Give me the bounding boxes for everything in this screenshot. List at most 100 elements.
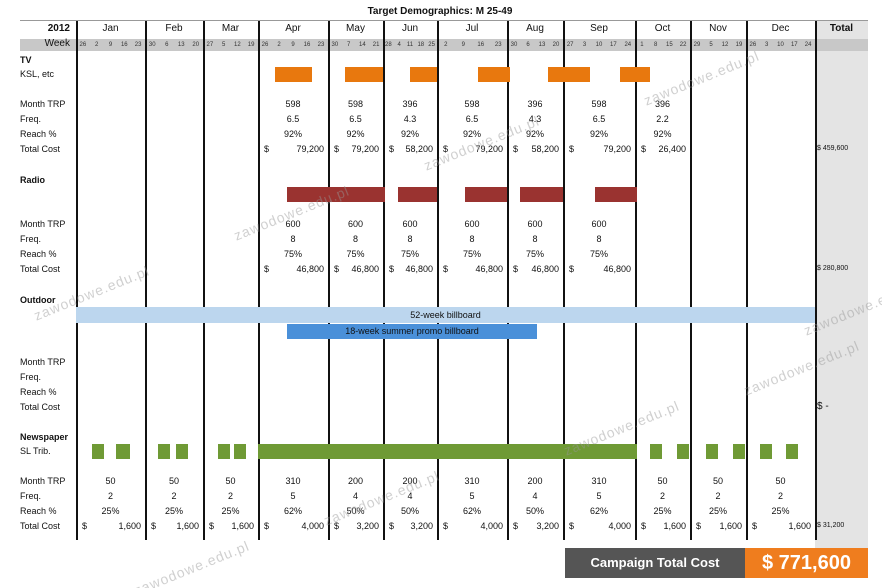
flight-bar [345,187,385,202]
metric-value: 75% [525,249,544,259]
week-number: 26 [749,42,757,48]
metric-value: 75% [462,249,481,259]
currency: $ [443,264,449,274]
watermark: zawodowe.edu.pl [131,537,252,588]
cost-value: 4,000 [608,521,631,531]
week-number: 19 [735,42,743,48]
month-name: Feb [165,23,183,34]
metric-value: 62% [589,506,608,516]
week-number: 24 [624,42,632,48]
flight-bar [706,444,718,459]
column-line [815,20,817,540]
vehicle: KSL, etc [20,69,55,79]
metric-label: Reach % [20,387,57,397]
total-column [815,20,868,548]
column-line [507,20,509,540]
month-name: Mar [221,23,240,34]
flight-bar [677,444,689,459]
metric-value: 92% [283,129,302,139]
cost-value: 46,800 [531,264,559,274]
column-line [383,20,385,540]
week-number: 4 [397,42,401,48]
currency: $ [513,264,519,274]
currency: $ [443,144,449,154]
total-label: Total [829,23,854,34]
week-number: 18 [417,42,425,48]
metric-value: 25% [101,506,120,516]
currency: $ [209,521,215,531]
metric-value: 92% [525,129,544,139]
metric-value: 25% [653,506,672,516]
week-number: 11 [406,42,414,48]
metric-label: Freq. [20,114,42,124]
week-number: 26 [261,42,269,48]
flight-bar [595,187,637,202]
metric-value: 5 [469,491,475,501]
currency: $ [334,264,340,274]
cost-value: 1,600 [719,521,742,531]
month-name: May [346,23,365,34]
cost-value: 1,600 [788,521,811,531]
metric-value: 8 [352,234,358,244]
flight-bar [287,187,345,202]
week-number: 24 [804,42,812,48]
currency: $ [151,521,157,531]
month-name: Aug [526,23,544,34]
week-number: 26 [79,42,87,48]
week-number: 5 [221,42,226,48]
month-name: Dec [771,23,790,34]
watermark: zawodowe.edu.pl [641,47,762,109]
currency: $ [641,521,647,531]
flight-bar [398,187,437,202]
metric-value: 25% [221,506,240,516]
week-number: 16 [120,42,128,48]
metric-value: 6.5 [592,114,606,124]
metric-label: Total Cost [20,402,61,412]
month-name: Nov [709,23,727,34]
metric-value: 4.3 [403,114,417,124]
column-line [328,20,330,540]
metric-value: 50% [400,506,419,516]
metric-value: 396 [402,99,418,109]
currency: $ [569,144,575,154]
cost-value: 79,200 [296,144,324,154]
metric-value: 600 [347,219,364,229]
footer-label-box: Campaign Total Cost [565,548,745,578]
week-number: 16 [303,42,311,48]
week-number: 6 [165,42,169,48]
metric-value: 8 [596,234,602,244]
metric-value: 4 [352,491,358,501]
metric-value: 4.3 [528,114,542,124]
cost-value: 79,200 [603,144,631,154]
cost-value: 58,200 [405,144,433,154]
currency: $ [264,521,270,531]
metric-value: 310 [285,476,301,486]
metric-value: 396 [527,99,543,109]
flight-bar [786,444,798,459]
cost-value: 4,000 [480,521,503,531]
currency: $ [513,521,519,531]
metric-value: 62% [283,506,302,516]
metric-value: 2 [659,491,665,501]
metric-value: 50% [346,506,365,516]
month-name: Jun [401,23,419,34]
year: 2012 [47,23,70,34]
week-band [20,39,868,51]
metric-value: 92% [589,129,608,139]
flight-bar [410,67,437,82]
week-number: 6 [526,42,530,48]
week-number: 27 [566,42,574,48]
metric-label: Freq. [20,234,42,244]
flight-bar [733,444,745,459]
flight-bar [176,444,188,459]
metric-value: 75% [283,249,302,259]
flight-bar [650,444,662,459]
metric-value: 50 [168,476,179,486]
metric-value: 75% [589,249,608,259]
week-number: 2 [444,42,448,48]
metric-value: 6.5 [465,114,479,124]
week-number: 1 [640,42,644,48]
currency: $ [443,521,449,531]
metric-value: 2 [715,491,721,501]
metric-value: 92% [653,129,672,139]
